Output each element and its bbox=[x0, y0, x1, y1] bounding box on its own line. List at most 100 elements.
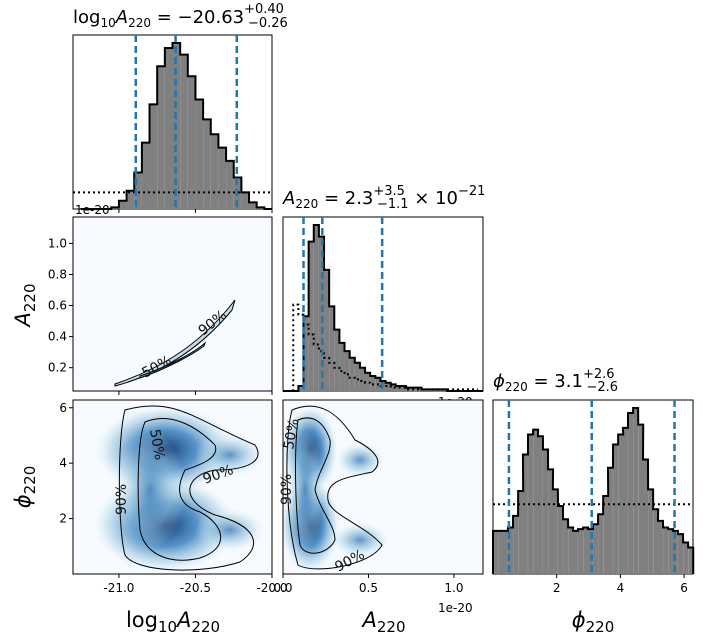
histogram-bar bbox=[552, 489, 558, 574]
histogram-bar bbox=[533, 429, 539, 574]
histogram-bar bbox=[385, 382, 391, 391]
histogram-bar bbox=[365, 372, 371, 391]
x-tick-label: -21.0 bbox=[103, 581, 134, 595]
histogram-bar bbox=[557, 505, 563, 574]
histogram-bar bbox=[513, 515, 519, 574]
histogram-bar bbox=[344, 351, 350, 391]
x-tick-label: -20.0 bbox=[256, 581, 287, 595]
histogram-bar bbox=[498, 530, 504, 574]
offset-label-bottom: 1e-20 bbox=[438, 601, 473, 615]
ylabel-A220: A220 bbox=[11, 283, 39, 328]
y-tick-label: 0.2 bbox=[48, 361, 67, 375]
x-tick-label: -20.5 bbox=[180, 581, 211, 595]
histogram-bar bbox=[339, 342, 345, 391]
histogram-bar bbox=[622, 427, 628, 574]
histogram-bar bbox=[633, 408, 639, 574]
contour-50 bbox=[139, 341, 207, 379]
x-tick-label: 0.0 bbox=[273, 581, 292, 595]
contour-90 bbox=[286, 405, 383, 570]
x-tick-label: 2 bbox=[553, 581, 561, 595]
y-tick-label: 4 bbox=[59, 456, 67, 470]
density-tail-lower bbox=[330, 522, 390, 558]
contour-label-50: 50% bbox=[146, 428, 167, 461]
contour-50 bbox=[295, 417, 336, 554]
histogram-bar bbox=[507, 527, 513, 574]
histogram-bar bbox=[578, 529, 584, 574]
x-tick-label: 6 bbox=[680, 581, 688, 595]
histogram-bar bbox=[180, 54, 188, 210]
panel-phi-histogram: 2 4 6 bbox=[492, 399, 695, 595]
histogram-bar bbox=[329, 306, 335, 391]
histogram-bar bbox=[354, 362, 360, 391]
histogram-bar bbox=[528, 434, 534, 574]
histogram-bar bbox=[203, 119, 211, 209]
histogram-bar bbox=[118, 200, 127, 209]
contour-50 bbox=[137, 418, 222, 561]
y-tick-label: 0.6 bbox=[48, 299, 67, 313]
histogram-outline bbox=[80, 42, 272, 210]
histogram-bar bbox=[643, 459, 648, 574]
histogram-bar bbox=[618, 434, 624, 574]
y-tick-label: 0.4 bbox=[48, 330, 67, 344]
y-tick-label: 1.0 bbox=[48, 236, 67, 250]
histogram-bar bbox=[613, 444, 619, 574]
contour-label-50: 50% bbox=[281, 417, 302, 450]
panel-A220-histogram: 1e-20 bbox=[282, 216, 484, 409]
histogram-bar bbox=[522, 454, 528, 574]
histogram-bar bbox=[226, 160, 234, 209]
histogram-bar bbox=[628, 412, 634, 574]
density-tail-upper bbox=[195, 433, 265, 477]
histogram-bar bbox=[502, 530, 508, 574]
y-tick-label: 6 bbox=[59, 401, 67, 415]
y-tick-label: 2 bbox=[59, 512, 67, 526]
histogram-bar bbox=[210, 134, 219, 209]
histogram-bar bbox=[318, 236, 325, 391]
panel-log10A-vs-A220: 50% 90% 0.20.40.60.81.0 bbox=[48, 216, 273, 395]
histogram-bar bbox=[349, 357, 355, 391]
histogram-bar bbox=[195, 99, 204, 209]
x-tick-label: 0.5 bbox=[359, 581, 378, 595]
histogram-bar bbox=[607, 467, 613, 574]
histogram-bar bbox=[688, 547, 694, 574]
histogram-bar bbox=[563, 519, 569, 574]
histogram-bar bbox=[548, 469, 554, 574]
histogram-bar bbox=[678, 534, 684, 574]
histogram-bar bbox=[298, 386, 304, 391]
histogram-bar bbox=[359, 367, 366, 391]
histogram-bar bbox=[187, 76, 196, 209]
histogram-bar bbox=[683, 542, 689, 574]
histogram-bar bbox=[518, 491, 524, 574]
histogram-bar bbox=[543, 449, 548, 574]
histogram-bar bbox=[313, 225, 319, 391]
title-log10A220: log10A220 = −20.63+0.40 −0.26 bbox=[73, 2, 288, 31]
histogram-bar bbox=[648, 489, 654, 574]
histogram-bar bbox=[324, 269, 330, 391]
x-tick-label: 1.0 bbox=[444, 581, 463, 595]
histogram-outline bbox=[283, 224, 483, 392]
histogram-bar bbox=[303, 316, 309, 391]
histogram-bar bbox=[672, 530, 678, 574]
histogram-bar bbox=[598, 514, 604, 574]
density-tail-upper bbox=[335, 442, 385, 478]
histogram-bar bbox=[537, 436, 543, 574]
histogram-bar bbox=[141, 142, 150, 209]
histogram-bar bbox=[568, 527, 574, 574]
xlabel-phi220: ϕ220 bbox=[572, 608, 615, 636]
panel-log10A-vs-phi: 50% 90% 90% 246-21.0 -20.5 -20.0 bbox=[59, 399, 288, 595]
histogram-bar bbox=[164, 47, 173, 210]
histogram-bar bbox=[653, 509, 659, 574]
contour-label-90: 90% bbox=[114, 484, 130, 515]
histogram-bar bbox=[126, 190, 135, 209]
histogram-bar bbox=[308, 241, 314, 391]
histogram-bar bbox=[218, 147, 227, 209]
histogram-bar bbox=[638, 424, 644, 574]
density-bridge bbox=[115, 430, 185, 550]
xlabel-A220: A220 bbox=[360, 608, 405, 636]
histogram-bar bbox=[134, 172, 142, 209]
histogram-bar bbox=[241, 192, 250, 209]
histogram-bar bbox=[249, 202, 257, 209]
histogram-bar bbox=[157, 66, 165, 210]
title-A220: A220 = 2.3+3.5 −1.1 × 10−21 bbox=[282, 184, 485, 212]
histogram-bar bbox=[603, 495, 609, 574]
